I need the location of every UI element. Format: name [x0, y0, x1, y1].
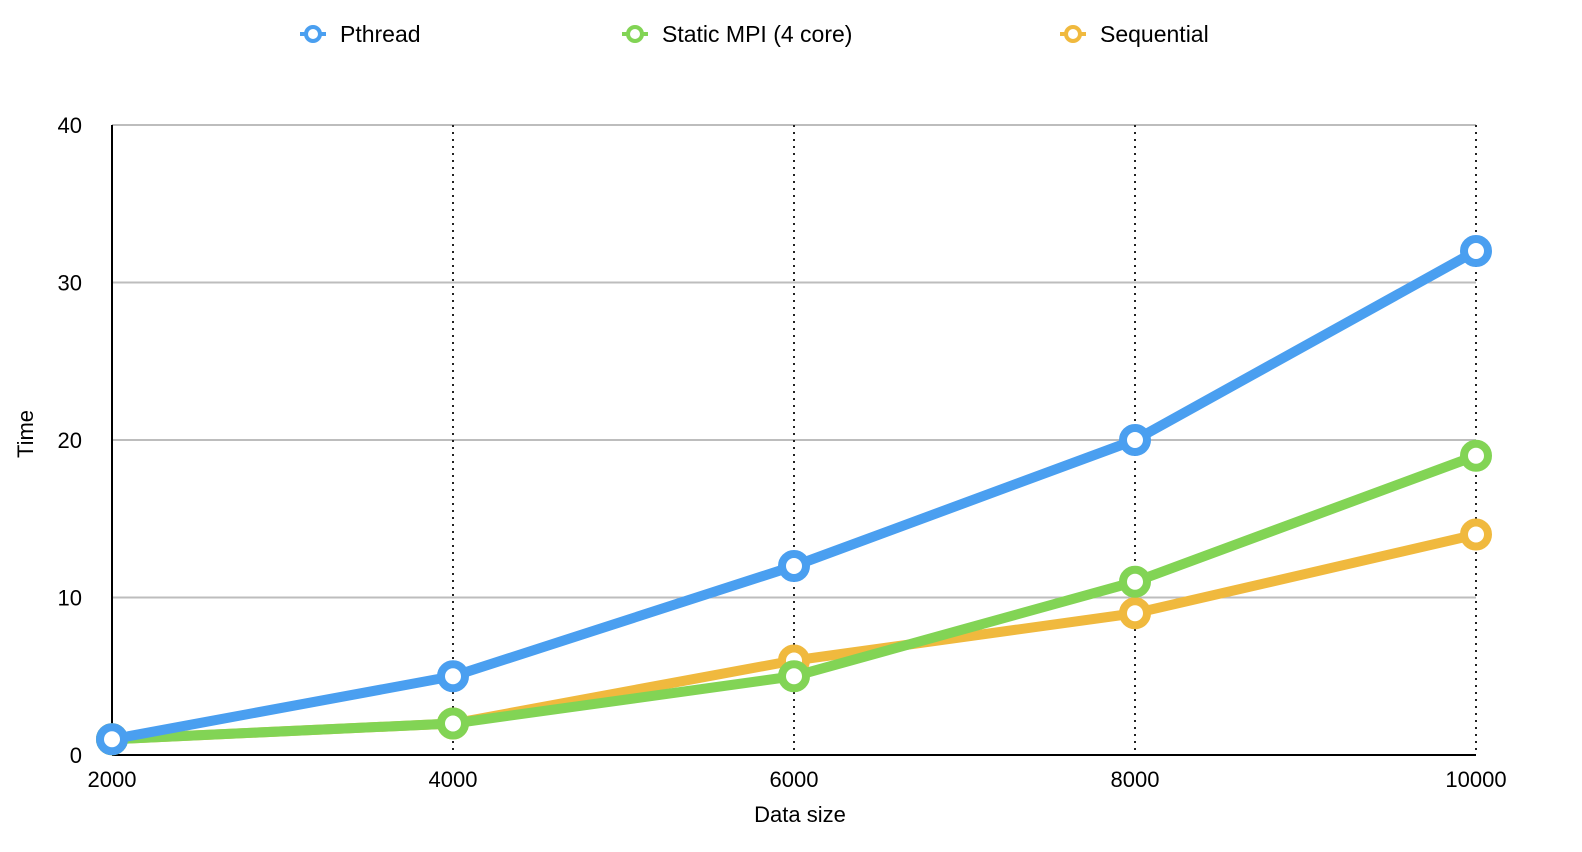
x-tick-label: 8000 — [1111, 767, 1160, 792]
y-axis-title: Time — [13, 410, 38, 458]
legend-swatch-marker — [304, 25, 322, 43]
y-tick-label: 20 — [58, 428, 82, 453]
data-point — [1460, 235, 1492, 267]
data-point — [1460, 518, 1492, 551]
legend-item-1: Static MPI (4 core) — [622, 21, 852, 47]
y-tick-label: 10 — [58, 586, 82, 611]
legend-label: Static MPI (4 core) — [662, 21, 852, 47]
y-tick-label: 30 — [58, 271, 82, 296]
data-point — [778, 660, 810, 693]
legend-item-0: Pthread — [300, 21, 421, 47]
data-point — [96, 723, 128, 756]
x-tick-label: 4000 — [429, 767, 478, 792]
data-point — [1119, 597, 1151, 630]
grid — [112, 124, 1477, 755]
y-tick-label: 40 — [58, 113, 82, 138]
legend-swatch-marker — [1064, 25, 1082, 43]
data-point — [1460, 439, 1492, 472]
x-tick-label: 10000 — [1445, 767, 1506, 792]
axes — [111, 125, 1476, 756]
legend: Pthread Static MPI (4 core) Sequential — [300, 21, 1209, 47]
legend-item-2: Sequential — [1060, 21, 1209, 47]
x-tick-label: 6000 — [770, 767, 819, 792]
tick-labels: 0 10 20 30 40 2000 4000 6000 8000 10000 — [58, 113, 1507, 792]
data-point — [778, 550, 810, 582]
y-tick-label: 0 — [70, 743, 82, 768]
data-point — [437, 707, 469, 740]
data-point — [437, 660, 469, 693]
legend-label: Sequential — [1100, 21, 1209, 47]
series — [96, 235, 1492, 756]
data-point — [1119, 565, 1151, 598]
data-point — [1119, 424, 1151, 456]
x-tick-label: 2000 — [88, 767, 137, 792]
x-axis-title: Data size — [754, 802, 846, 827]
legend-label: Pthread — [340, 21, 421, 47]
legend-swatch-marker — [626, 25, 644, 43]
series-0 — [96, 235, 1492, 756]
